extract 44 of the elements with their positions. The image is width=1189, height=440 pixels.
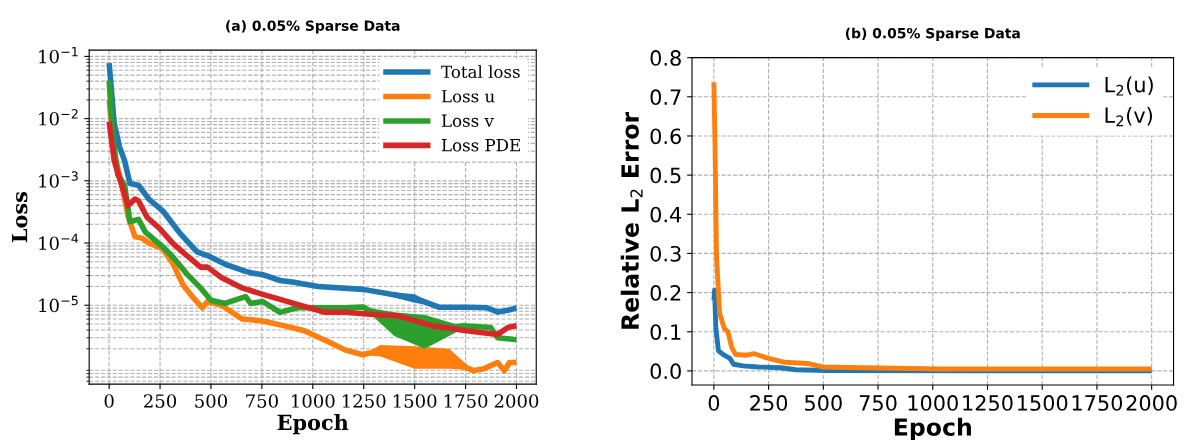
legend-label: Total loss <box>441 65 520 79</box>
x-tick-label: 1250 <box>342 394 386 408</box>
legend-label: L$_{2}$(u) <box>1105 76 1153 96</box>
y-tick-label: 0.6 <box>650 128 681 145</box>
x-tick-label: 750 <box>859 395 897 411</box>
x-tick-label: 250 <box>750 395 788 411</box>
y-tick-label: 0.5 <box>650 167 681 184</box>
y-tick-label: 0.7 <box>650 89 681 106</box>
y-axis-title: Loss <box>11 191 28 243</box>
legend-label: Loss PDE <box>441 139 520 152</box>
y-axis-title: Relative L$_{2}$ Error <box>620 111 643 329</box>
x-tick-label: 1750 <box>444 394 488 408</box>
x-tick-label: 500 <box>805 395 842 411</box>
x-tick-label: 2000 <box>1126 395 1177 411</box>
y-tick-label: 0.4 <box>650 206 682 223</box>
y-tick-label: 0.8 <box>650 50 681 66</box>
legend-label: L$_{2}$(v) <box>1105 106 1152 127</box>
y-tick-label: 10$^{−3}$ <box>39 171 78 188</box>
x-tick-label: 1500 <box>1017 395 1068 411</box>
x-tick-label: 0 <box>104 394 114 408</box>
x-tick-label: 250 <box>144 394 177 408</box>
y-tick-label: 0.2 <box>650 285 681 301</box>
y-tick-label: 10$^{−2}$ <box>39 109 78 126</box>
x-tick-label: 500 <box>195 394 227 408</box>
legend-label: Loss v <box>441 114 494 127</box>
x-tick-label: 1500 <box>393 394 437 408</box>
x-tick-label: 1250 <box>963 395 1013 411</box>
x-tick-label: 1000 <box>292 394 335 408</box>
y-tick-label: 0.3 <box>650 245 681 262</box>
y-tick-label: 10$^{−4}$ <box>39 233 79 251</box>
x-tick-label: 2000 <box>494 394 539 408</box>
y-tick-label: 10$^{−5}$ <box>39 295 78 313</box>
chart-title: (a) 0.05% Sparse Data <box>226 20 400 34</box>
chart-title: (b) 0.05% Sparse Data <box>845 27 1020 42</box>
x-tick-label: 750 <box>246 394 278 408</box>
x-tick-label: 0 <box>708 395 720 411</box>
y-tick-label: 0.0 <box>650 363 681 380</box>
x-axis-title: Epoch <box>277 414 349 435</box>
x-tick-label: 1750 <box>1072 395 1123 411</box>
y-tick-label: 10$^{−1}$ <box>39 47 78 64</box>
x-tick-label: 1000 <box>908 395 958 411</box>
legend-label: Loss u <box>441 90 495 103</box>
y-tick-label: 0.1 <box>650 324 681 340</box>
x-axis-title: Epoch <box>894 417 971 440</box>
